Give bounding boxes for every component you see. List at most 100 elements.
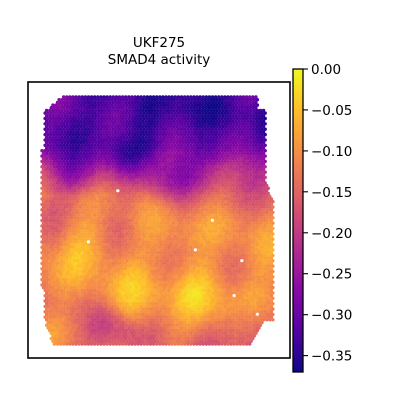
tissue-spot bbox=[218, 146, 222, 150]
tissue-spot bbox=[52, 149, 57, 153]
tissue-spot bbox=[156, 135, 160, 139]
tissue-spot bbox=[46, 111, 50, 115]
tissue-spot bbox=[116, 146, 120, 150]
tissue-spot bbox=[181, 124, 185, 129]
tissue-spot bbox=[114, 127, 119, 131]
tissue-spot bbox=[248, 95, 252, 99]
tissue-spot bbox=[122, 140, 126, 145]
tissue-spot bbox=[97, 124, 102, 129]
tissue-spot bbox=[127, 111, 131, 115]
tissue-spot bbox=[230, 114, 235, 118]
tissue-spot bbox=[74, 95, 78, 99]
tissue-spot bbox=[199, 140, 204, 145]
tissue-spot bbox=[133, 132, 137, 137]
tissue-spot bbox=[227, 135, 232, 139]
tissue-spot bbox=[51, 103, 55, 107]
tissue-spot bbox=[108, 106, 112, 110]
tissue-spot bbox=[137, 124, 142, 129]
tissue-spot bbox=[155, 106, 159, 110]
tissue-spot bbox=[58, 132, 63, 137]
tissue-spot bbox=[91, 114, 95, 118]
tissue-spot bbox=[237, 140, 241, 145]
tissue-spot bbox=[229, 143, 233, 147]
tissue-spot bbox=[199, 124, 204, 129]
tissue-spot bbox=[172, 114, 176, 118]
tissue-spot bbox=[55, 116, 60, 121]
tissue-spot bbox=[65, 127, 69, 131]
tissue-spot bbox=[139, 100, 143, 105]
tissue-spot bbox=[184, 140, 188, 145]
tissue-spot bbox=[168, 130, 173, 134]
tissue-spot bbox=[93, 100, 97, 105]
tissue-spot bbox=[215, 98, 219, 102]
tissue-spot bbox=[249, 98, 253, 102]
tissue-spot bbox=[175, 98, 179, 102]
tissue-spot bbox=[203, 114, 207, 118]
tissue-spot bbox=[198, 132, 202, 137]
tissue-spot bbox=[88, 135, 92, 139]
tissue-spot bbox=[182, 95, 187, 99]
tissue-spot bbox=[179, 100, 184, 105]
tissue-spot bbox=[179, 106, 184, 110]
tissue-spot bbox=[150, 103, 154, 107]
tissue-spot bbox=[48, 119, 52, 123]
tissue-spot bbox=[124, 95, 128, 99]
tissue-spot bbox=[254, 116, 258, 121]
tissue-spot bbox=[209, 98, 213, 102]
tissue-spot bbox=[170, 122, 174, 126]
tissue-spot bbox=[193, 146, 198, 150]
tissue-spot bbox=[212, 108, 216, 113]
tissue-spot bbox=[232, 95, 236, 99]
tissue-spot bbox=[79, 140, 83, 145]
tissue-spot bbox=[220, 127, 224, 131]
tissue-spot bbox=[43, 138, 47, 142]
tissue-spot bbox=[164, 138, 168, 142]
tissue-spot bbox=[182, 132, 187, 137]
tissue-spot bbox=[217, 138, 221, 142]
tissue-spot bbox=[119, 146, 123, 150]
tissue-spot bbox=[124, 127, 128, 131]
tissue-spot bbox=[255, 140, 260, 145]
tissue-spot bbox=[58, 116, 63, 121]
tissue-spot bbox=[210, 138, 215, 142]
tissue-spot bbox=[110, 130, 114, 134]
tissue-spot bbox=[184, 103, 188, 107]
tissue-spot bbox=[158, 127, 162, 131]
tissue-spot bbox=[57, 119, 61, 123]
tissue-spot bbox=[68, 106, 72, 110]
tissue-spot bbox=[193, 114, 198, 118]
tissue-spot bbox=[198, 116, 202, 121]
tissue-spot bbox=[122, 130, 126, 134]
tissue-spot bbox=[85, 108, 89, 113]
tissue-spot bbox=[212, 124, 216, 129]
tissue-spot bbox=[168, 108, 173, 113]
tissue-spot bbox=[179, 122, 184, 126]
tissue-spot bbox=[93, 132, 97, 137]
tissue-spot bbox=[218, 98, 222, 102]
tissue-spot bbox=[106, 108, 111, 113]
tissue-spot bbox=[237, 130, 241, 134]
tissue-spot bbox=[122, 135, 126, 139]
tissue-spot bbox=[258, 114, 263, 118]
tissue-spot bbox=[243, 108, 247, 113]
tissue-spot bbox=[201, 143, 205, 147]
tissue-spot bbox=[62, 127, 66, 131]
tissue-spot bbox=[165, 108, 170, 113]
tissue-spot bbox=[241, 132, 246, 137]
tissue-spot bbox=[63, 135, 67, 139]
tissue-spot bbox=[195, 116, 199, 121]
tissue-spot bbox=[83, 132, 88, 137]
tissue-spot bbox=[260, 138, 264, 142]
tissue-spot bbox=[187, 140, 191, 145]
tissue-spot bbox=[201, 132, 205, 137]
tissue-spot bbox=[88, 119, 92, 123]
tissue-spot bbox=[164, 132, 168, 137]
tissue-spot bbox=[213, 122, 218, 126]
tissue-spot bbox=[263, 143, 267, 147]
tissue-spot bbox=[60, 130, 64, 134]
tissue-spot bbox=[195, 138, 199, 142]
tissue-spot bbox=[113, 124, 117, 129]
tissue-spot bbox=[103, 103, 108, 107]
tissue-spot bbox=[89, 111, 94, 115]
tissue-spot bbox=[167, 127, 171, 131]
